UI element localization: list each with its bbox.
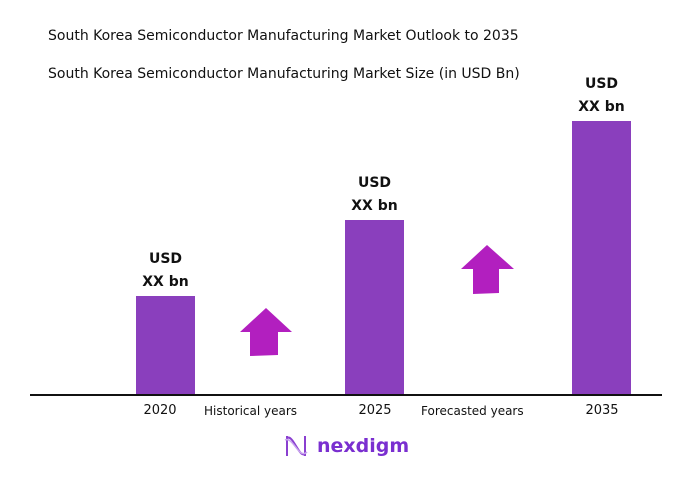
tick-label-2020: 2020 (143, 403, 177, 418)
bar-2020 (136, 296, 195, 395)
nexdigm-logo: nexdigm (283, 432, 409, 460)
logo-text: nexdigm (317, 435, 410, 457)
up-arrow-icon (461, 245, 514, 294)
x-axis-line (30, 394, 662, 396)
bar-2035 (572, 121, 631, 395)
tick-label-2035: 2035 (585, 403, 619, 418)
forecasted-years-label: Forecasted years (421, 404, 524, 418)
data-label-2035-line2: XX bn (578, 99, 625, 115)
data-label-2025-line2: XX bn (351, 197, 398, 214)
data-label-2020-line1: USD (148, 251, 183, 268)
tick-label-2025: 2025 (358, 403, 392, 418)
up-arrow-icon (240, 308, 292, 356)
data-label-2035-line1: USD (584, 76, 619, 92)
data-label-2020-line2: XX bn (142, 274, 189, 291)
chart-title: South Korea Semiconductor Manufacturing … (48, 66, 520, 82)
page-title: South Korea Semiconductor Manufacturing … (48, 28, 519, 44)
bar-2025 (345, 219, 404, 395)
data-label-2025-line1: USD (357, 174, 392, 191)
historical-years-label: Historical years (204, 404, 298, 418)
nexdigm-logo-icon (284, 436, 308, 456)
